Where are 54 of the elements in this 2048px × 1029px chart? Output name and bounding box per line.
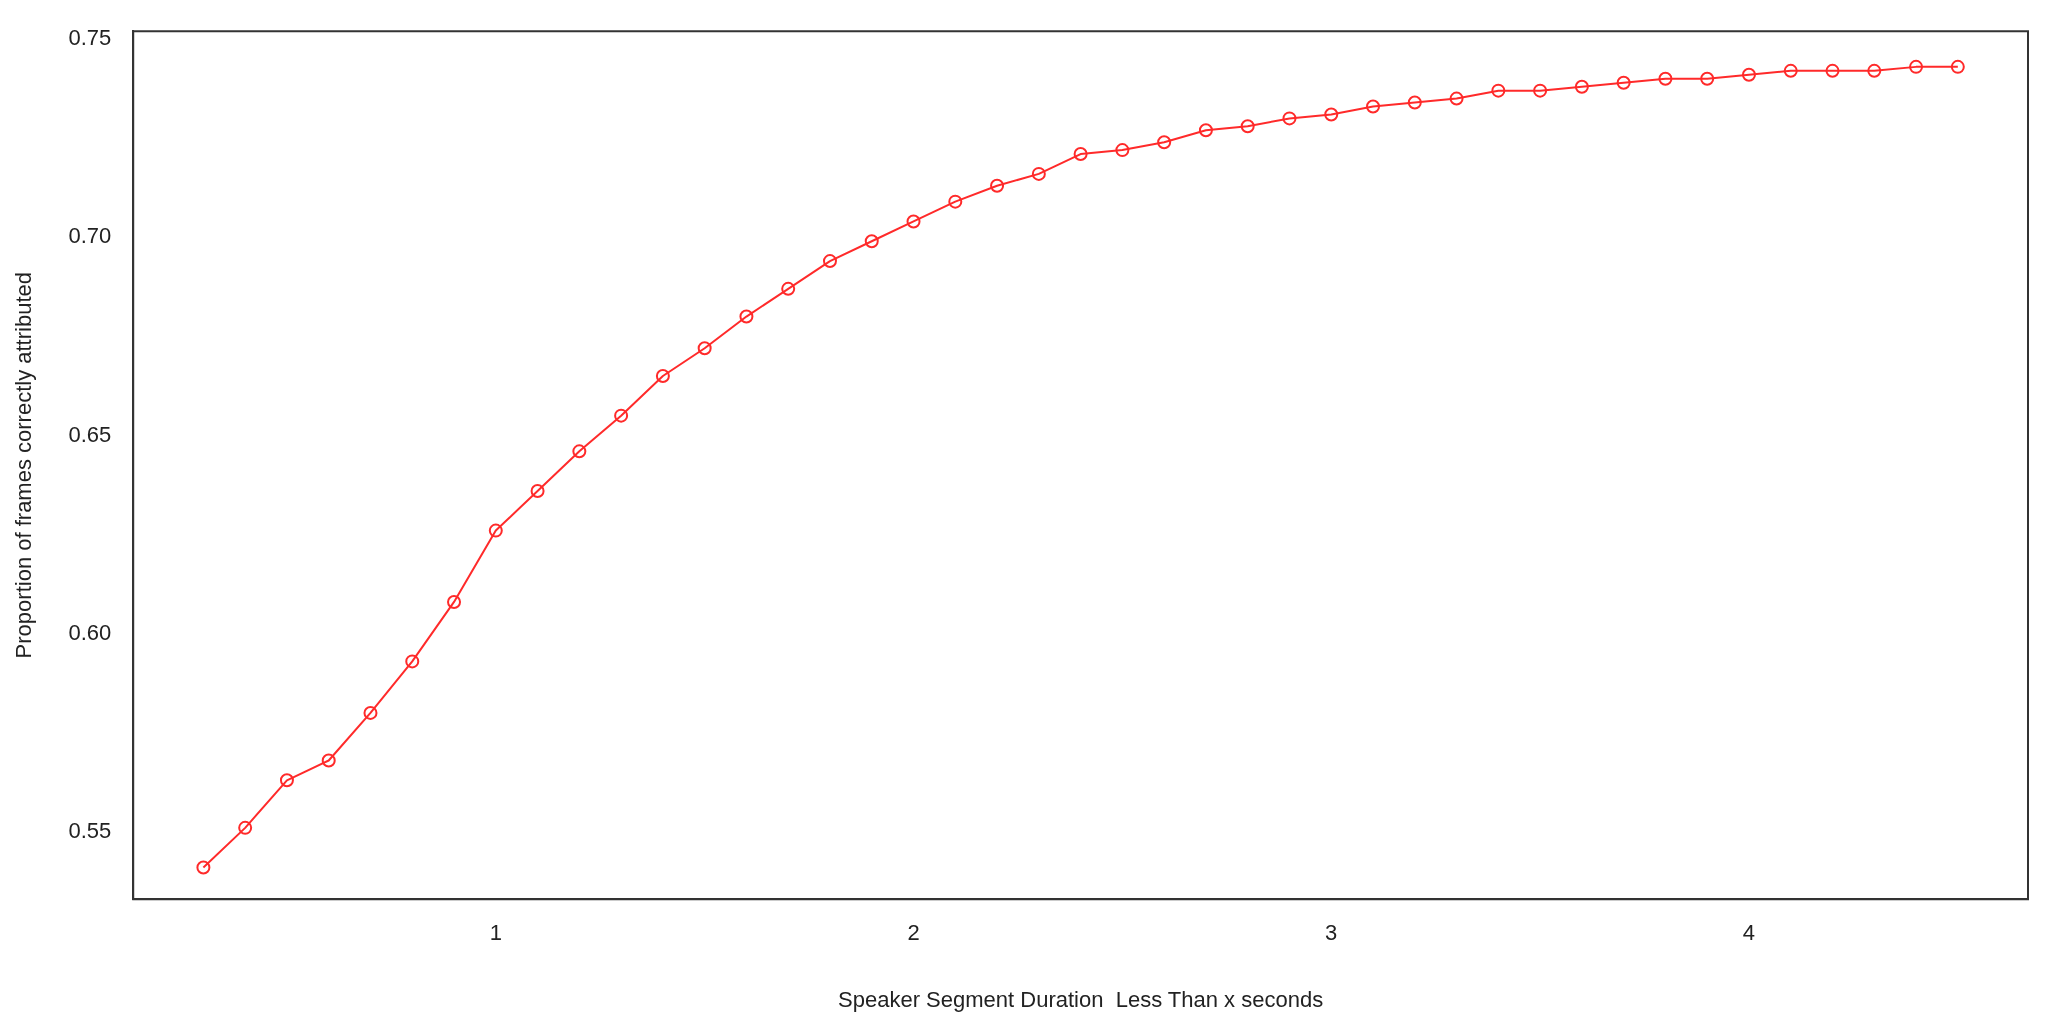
point: [1909, 59, 1924, 74]
point: [1700, 71, 1715, 86]
point: [697, 341, 712, 356]
point: [781, 281, 796, 296]
point: [1240, 119, 1255, 134]
point: [447, 594, 462, 609]
point: [1783, 63, 1798, 78]
x-tick-label: 1: [489, 920, 502, 946]
point: [739, 309, 754, 324]
y-tick-label: 0.70: [68, 223, 112, 249]
point: [1324, 107, 1339, 122]
point: [864, 234, 879, 249]
point: [1366, 99, 1381, 114]
point: [530, 483, 545, 498]
y-tick-label: 0.65: [68, 421, 112, 447]
x-axis-title: Speaker Segment Duration Less Than x seconds: [838, 986, 1324, 1012]
point: [1658, 71, 1673, 86]
point: [1867, 63, 1882, 78]
point: [238, 820, 253, 835]
point: [572, 444, 587, 459]
point: [196, 860, 211, 875]
x-tick-label: 3: [1325, 920, 1338, 946]
point: [1031, 166, 1046, 181]
point: [1533, 83, 1548, 98]
point: [1491, 83, 1506, 98]
point: [1449, 91, 1464, 106]
point: [1157, 135, 1172, 150]
point: [1198, 123, 1213, 138]
point: [321, 753, 336, 768]
point: [822, 254, 837, 269]
point: [1574, 79, 1589, 94]
point: [1407, 95, 1422, 110]
point: [906, 214, 921, 229]
point: [655, 369, 670, 384]
point: [614, 408, 629, 423]
point: [363, 705, 378, 720]
y-tick-label: 0.60: [68, 619, 112, 645]
point: [405, 654, 420, 669]
point: [1741, 67, 1756, 82]
y-tick-label: 0.75: [68, 25, 112, 51]
point: [488, 523, 503, 538]
y-tick-label: 0.55: [68, 817, 112, 843]
point: [1115, 143, 1130, 158]
point: [1825, 63, 1840, 78]
point: [279, 773, 294, 788]
point: [990, 178, 1005, 193]
point: [1616, 75, 1631, 90]
point: [1950, 59, 1965, 74]
y-axis-title: Proportion of frames correctly attributed: [11, 272, 37, 659]
point: [1073, 147, 1088, 162]
point: [1282, 111, 1297, 126]
x-tick-label: 2: [907, 920, 920, 946]
point: [948, 194, 963, 209]
x-tick-label: 4: [1742, 920, 1756, 946]
